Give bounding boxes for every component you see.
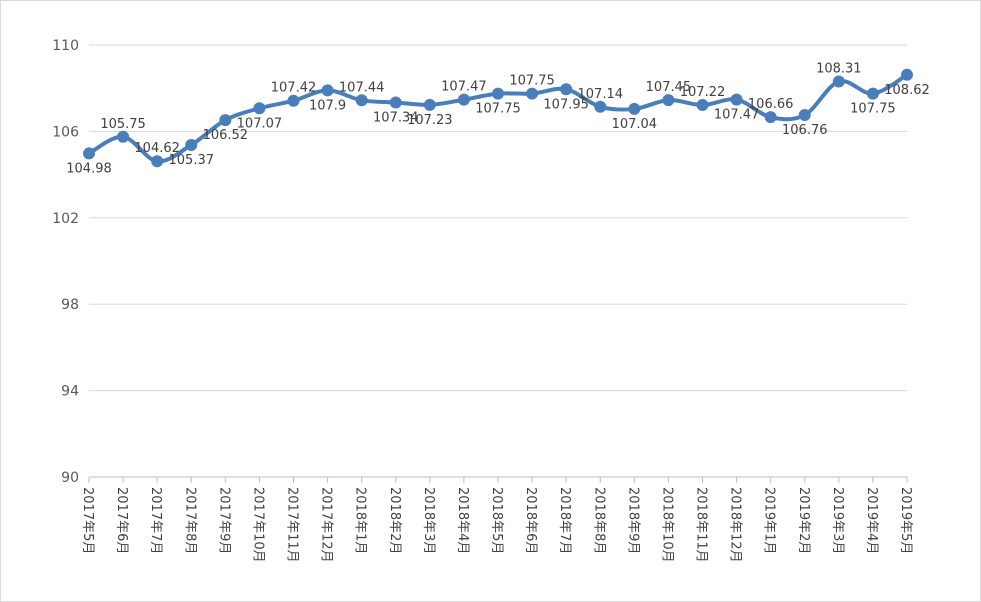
data-point — [901, 68, 913, 81]
x-tick-label: 2017年7月 — [148, 487, 163, 554]
data-label: 108.62 — [884, 83, 930, 98]
data-label: 107.42 — [271, 81, 317, 96]
y-tick-label: 90 — [61, 470, 79, 486]
data-point — [866, 87, 879, 100]
data-label: 107.23 — [407, 113, 453, 128]
x-tick-label: 2018年1月 — [353, 487, 368, 554]
x-tick-label: 2017年12月 — [319, 487, 334, 563]
x-tick-label: 2018年7月 — [557, 487, 572, 554]
data-label: 107.34 — [373, 110, 419, 125]
data-point — [151, 155, 164, 168]
data-point — [117, 130, 130, 143]
data-label: 107.04 — [612, 117, 658, 132]
x-tick-label: 2018年8月 — [591, 487, 606, 554]
series-layer — [83, 68, 913, 168]
y-tick-label: 102 — [52, 211, 79, 227]
x-tick-label: 2019年3月 — [830, 487, 845, 554]
data-label: 107.75 — [850, 102, 896, 117]
data-point — [219, 114, 232, 127]
data-label: 107.14 — [578, 87, 624, 102]
data-point — [832, 75, 845, 88]
data-point — [423, 98, 436, 111]
x-tick-label: 2018年12月 — [728, 487, 743, 563]
data-label: 107.22 — [680, 85, 726, 100]
data-label: 107.45 — [646, 80, 692, 95]
gridlines — [89, 44, 907, 392]
x-tick-label: 2019年1月 — [762, 487, 777, 554]
data-label: 106.76 — [782, 123, 828, 138]
data-point — [287, 94, 300, 107]
x-tick-label: 2018年4月 — [455, 487, 470, 554]
data-point — [321, 84, 334, 97]
data-label: 107.47 — [714, 108, 760, 123]
data-label: 107.47 — [441, 80, 487, 95]
data-point — [83, 147, 95, 160]
data-label: 104.62 — [134, 141, 180, 156]
data-label: 107.75 — [509, 74, 555, 89]
x-tick-label: 2017年10月 — [250, 487, 265, 563]
data-label: 104.98 — [66, 161, 112, 176]
x-tick-label: 2017年9月 — [216, 487, 231, 554]
data-point — [457, 93, 470, 106]
data-point — [696, 99, 709, 112]
data-label: 105.37 — [169, 153, 215, 168]
x-tick-label: 2019年2月 — [796, 487, 811, 554]
x-tick-label: 2017年6月 — [114, 487, 129, 554]
data-label: 108.31 — [816, 62, 862, 77]
data-label: 107.9 — [309, 98, 346, 113]
y-tick-label: 94 — [61, 384, 79, 400]
x-tick-label: 2018年11月 — [694, 487, 709, 563]
data-point — [526, 87, 539, 100]
data-label: 106.52 — [203, 128, 249, 143]
data-point — [798, 108, 811, 121]
x-tick-label: 2018年9月 — [625, 487, 640, 554]
data-point — [253, 102, 266, 115]
x-tick-label: 2018年10月 — [659, 487, 674, 563]
data-label: 106.66 — [748, 97, 794, 112]
data-label: 107.75 — [475, 102, 521, 117]
data-label: 107.07 — [237, 116, 283, 131]
data-point — [764, 111, 777, 124]
data-label: 107.95 — [543, 97, 589, 112]
data-point — [594, 100, 607, 113]
y-tick-label: 110 — [52, 38, 79, 54]
data-point — [560, 83, 573, 96]
x-tick-label: 2018年2月 — [387, 487, 402, 554]
x-tick-label: 2017年8月 — [182, 487, 197, 554]
x-tick-label: 2018年6月 — [523, 487, 538, 554]
y-tick-label: 98 — [61, 297, 79, 313]
data-point — [185, 139, 198, 152]
data-point — [730, 93, 743, 106]
data-point — [492, 87, 504, 100]
x-tick-label: 2019年4月 — [864, 487, 879, 554]
data-point — [355, 94, 368, 107]
x-tick-label: 2018年5月 — [489, 487, 504, 554]
data-label: 107.44 — [339, 80, 385, 95]
data-point — [662, 94, 675, 107]
data-label: 105.75 — [100, 117, 146, 132]
x-tick-label: 2018年3月 — [421, 487, 436, 554]
x-tick-label: 2017年11月 — [285, 487, 300, 563]
x-tick-label: 2017年5月 — [80, 487, 95, 554]
data-point — [628, 102, 641, 115]
x-axis: 2017年5月 2017年6月 2017年7月 2017年8月 2017年9月 2017年… — [80, 476, 913, 563]
y-tick-label: 106 — [52, 124, 79, 140]
x-tick-label: 2019年5月 — [898, 487, 913, 554]
y-axis-ticks: 90 94 98 102 106 110 — [52, 38, 79, 486]
data-point — [389, 96, 402, 109]
